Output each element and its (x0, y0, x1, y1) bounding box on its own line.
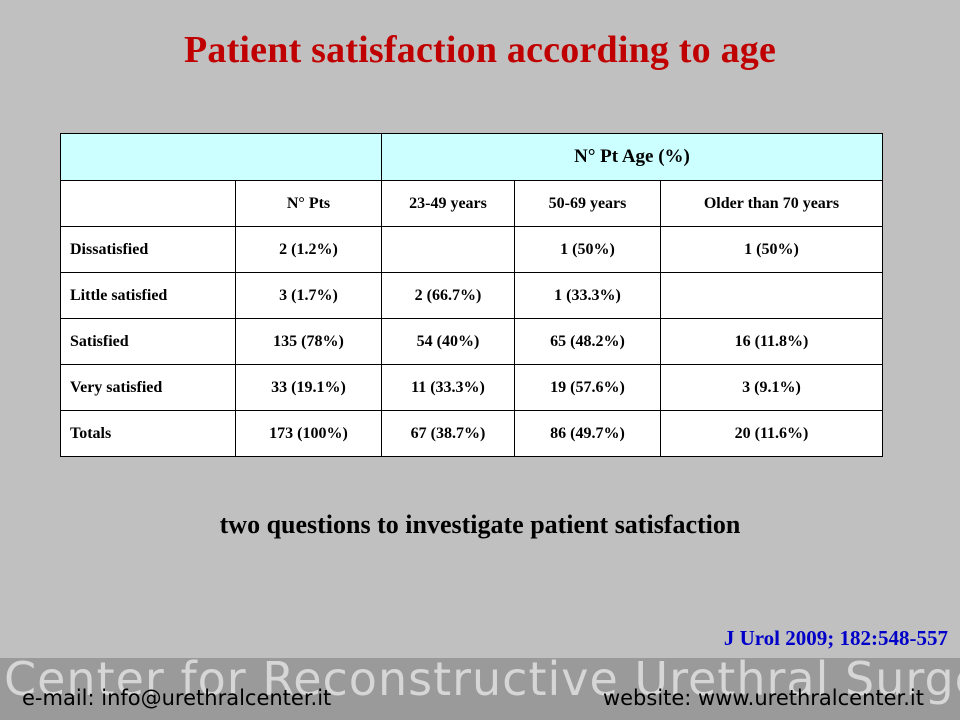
table-row: Little satisfied 3 (1.7%) 2 (66.7%) 1 (33.3… (60, 272, 883, 319)
age-group-header: N° Pt Age (%) (381, 133, 883, 181)
column-header-4: Older than 70 years (660, 180, 883, 227)
table-cell: 1 (50%) (660, 226, 883, 273)
citation: J Urol 2009; 182:548-557 (723, 626, 948, 650)
row-label: Very satisfied (60, 364, 236, 411)
row-label: Little satisfied (60, 272, 236, 319)
table-cell: 2 (66.7%) (381, 272, 515, 319)
row-label: Totals (60, 410, 236, 457)
row-label: Dissatisfied (60, 226, 236, 273)
table-cell (381, 226, 515, 273)
table-cell: 3 (9.1%) (660, 364, 883, 411)
footer: Center for Reconstructive Urethral Surge… (0, 658, 960, 720)
table-cell: 20 (11.6%) (660, 410, 883, 457)
table-cell: 19 (57.6%) (514, 364, 661, 411)
table-corner-cell (60, 133, 382, 181)
satisfaction-table: N° Pt Age (%) N° Pts 23-49 years 50-69 yea… (60, 133, 883, 457)
column-header-1: N° Pts (235, 180, 382, 227)
table-cell: 1 (33.3%) (514, 272, 661, 319)
table-cell: 54 (40%) (381, 318, 515, 365)
column-header-0 (60, 180, 236, 227)
table-column-header-row: N° Pts 23-49 years 50-69 years Older than 7… (60, 180, 883, 227)
table-cell: 135 (78%) (235, 318, 382, 365)
table-row: Satisfied 135 (78%) 54 (40%) 65 (48.2%) 16 (… (60, 318, 883, 365)
footer-banner: Center for Reconstructive Urethral Surge… (4, 658, 960, 706)
table-cell: 173 (100%) (235, 410, 382, 457)
table-row: Totals 173 (100%) 67 (38.7%) 86 (49.7%) 20 (… (60, 410, 883, 457)
column-header-3: 50-69 years (514, 180, 661, 227)
table-cell: 65 (48.2%) (514, 318, 661, 365)
table-cell: 33 (19.1%) (235, 364, 382, 411)
footer-website: website: www.urethralcenter.it (602, 686, 924, 710)
table-cell: 86 (49.7%) (514, 410, 661, 457)
table-body: N° Pt Age (%) N° Pts 23-49 years 50-69 yea… (60, 133, 883, 457)
slide-subtitle: two questions to investigate patient sat… (219, 510, 741, 539)
table-row: Very satisfied 33 (19.1%) 11 (33.3%) 19 (57… (60, 364, 883, 411)
table-cell (660, 272, 883, 319)
column-header-2: 23-49 years (381, 180, 515, 227)
table-row: Dissatisfied 2 (1.2%) 1 (50%) 1 (50%) (60, 226, 883, 273)
table-cell: 16 (11.8%) (660, 318, 883, 365)
table-cell: 2 (1.2%) (235, 226, 382, 273)
table-group-header-row: N° Pt Age (%) (60, 133, 883, 181)
table-cell: 11 (33.3%) (381, 364, 515, 411)
table-cell: 1 (50%) (514, 226, 661, 273)
footer-email: e-mail: info@urethralcenter.it (22, 686, 332, 710)
slide-title: Patient satisfaction according to age (183, 29, 777, 71)
table-cell: 67 (38.7%) (381, 410, 515, 457)
row-label: Satisfied (60, 318, 236, 365)
table-cell: 3 (1.7%) (235, 272, 382, 319)
